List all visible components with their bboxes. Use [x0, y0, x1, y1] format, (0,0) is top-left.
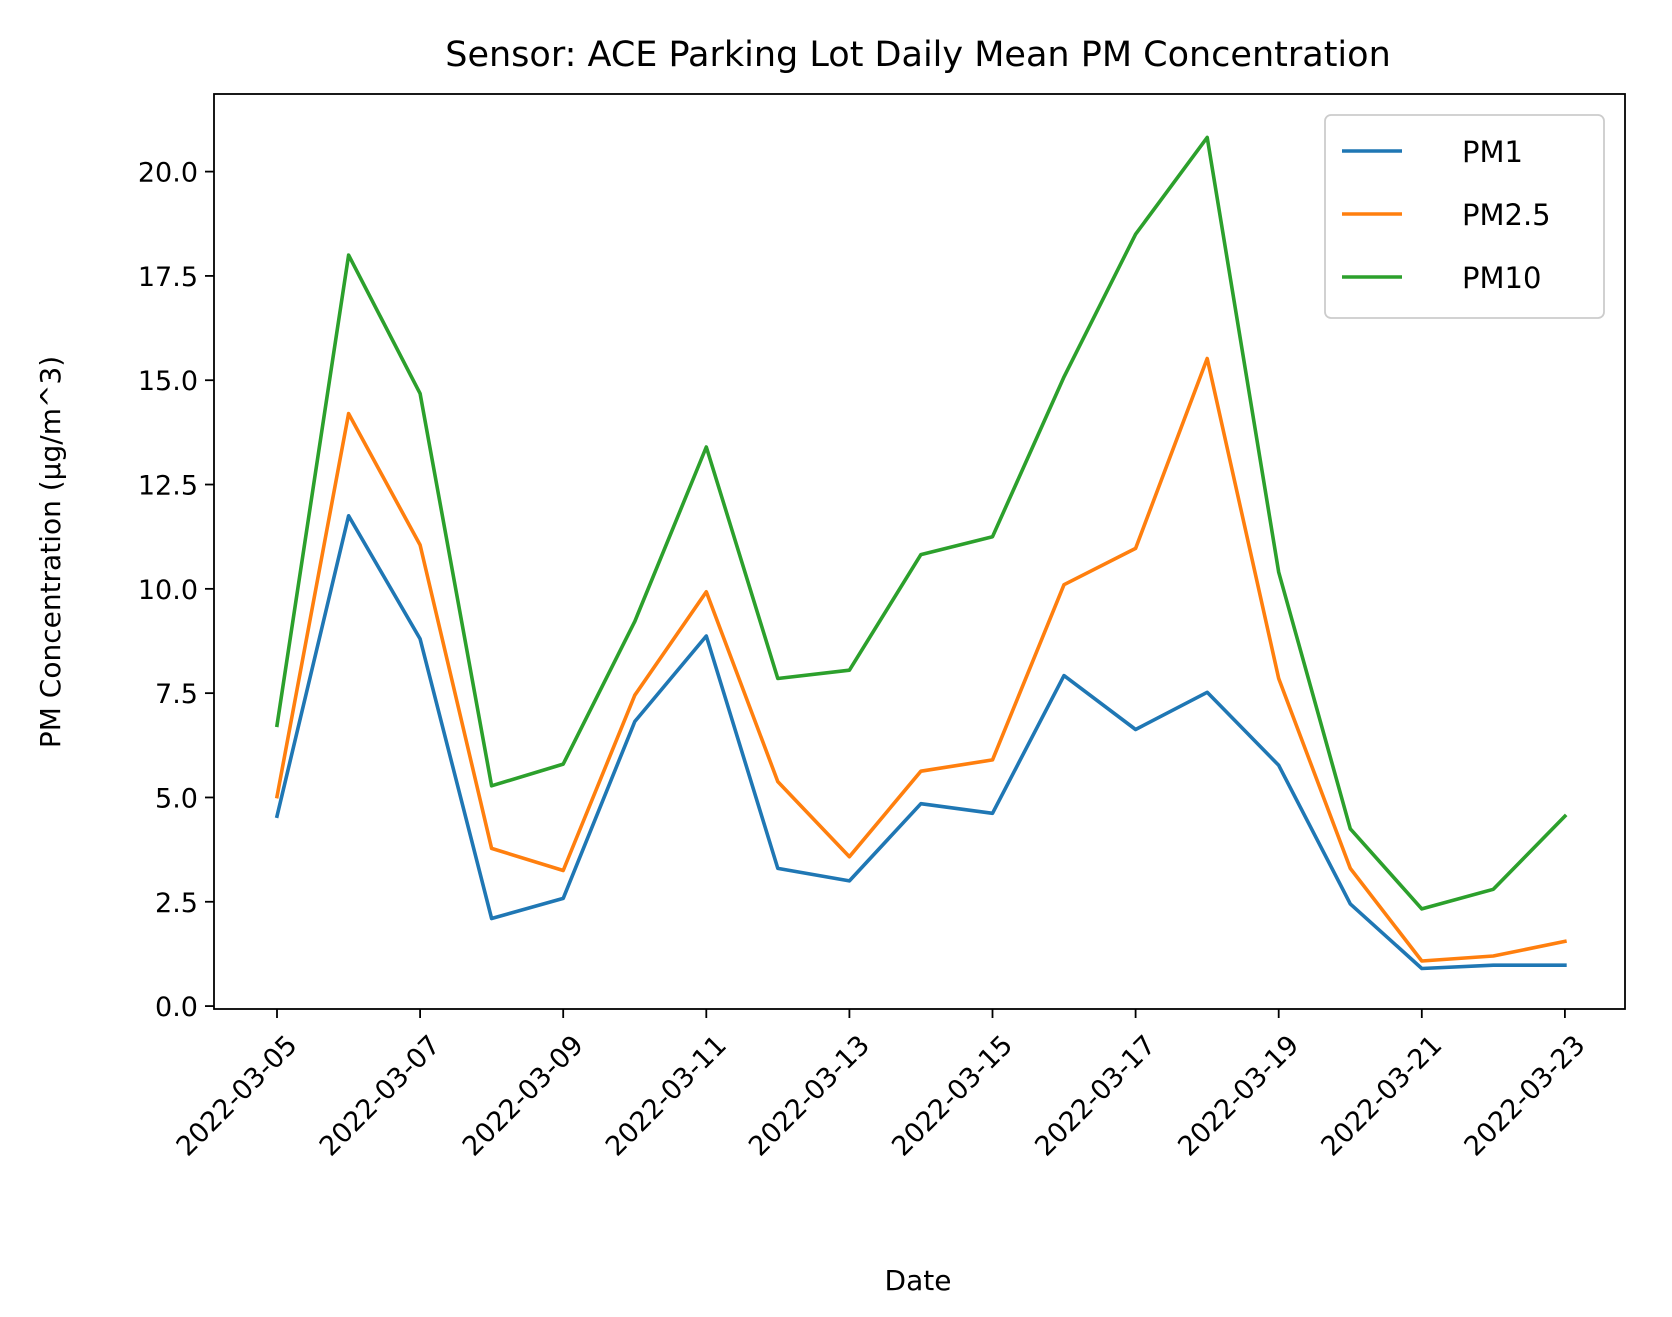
- plot-frame: [213, 93, 1626, 1010]
- x-tick-label: 2022-03-11: [600, 1030, 733, 1163]
- x-tick-label: 2022-03-05: [171, 1030, 304, 1163]
- y-tick-label: 7.5: [155, 679, 198, 710]
- x-axis: 2022-03-05 2022-03-07 2022-03-09 2022-03-11…: [171, 1009, 1592, 1163]
- y-tick-label: 0.0: [155, 992, 198, 1023]
- legend: PM1 PM2.5 PM10: [1324, 114, 1605, 319]
- y-tick-label: 17.5: [138, 262, 198, 293]
- x-axis-label: Date: [885, 1264, 952, 1297]
- y-axis: 0.0 2.5 5.0 7.5 10.0 12.5 15.0 17.5 20.0: [138, 158, 214, 1023]
- x-tick-label: 2022-03-15: [886, 1030, 1019, 1163]
- chart-title: Sensor: ACE Parking Lot Daily Mean PM Co…: [445, 35, 1391, 75]
- y-tick-label: 2.5: [155, 888, 198, 919]
- x-tick-label: 2022-03-13: [743, 1030, 876, 1163]
- x-tick-label: 2022-03-21: [1315, 1030, 1448, 1163]
- x-tick-label: 2022-03-19: [1172, 1030, 1305, 1163]
- series-line-pm25: [274, 356, 1568, 963]
- y-tick-label: 20.0: [138, 158, 198, 189]
- x-tick-label: 2022-03-07: [314, 1030, 447, 1163]
- x-tick-label: 2022-03-23: [1459, 1030, 1592, 1163]
- legend-label-pm1: PM1: [1462, 135, 1523, 169]
- legend-label-pm25: PM2.5: [1462, 198, 1551, 232]
- x-tick-label: 2022-03-09: [457, 1030, 590, 1163]
- y-tick-label: 12.5: [138, 471, 198, 502]
- y-axis-label: PM Concentration (µg/m^3): [34, 356, 67, 748]
- y-tick-label: 15.0: [138, 366, 198, 397]
- x-tick-label: 2022-03-17: [1029, 1030, 1162, 1163]
- legend-label-pm10: PM10: [1462, 261, 1541, 295]
- legend-box: [1324, 114, 1605, 319]
- y-tick-label: 5.0: [155, 783, 198, 814]
- y-tick-label: 10.0: [138, 575, 198, 606]
- series-line-pm10: [274, 135, 1568, 911]
- series-layer: [274, 135, 1568, 971]
- series-line-pm1: [274, 513, 1567, 971]
